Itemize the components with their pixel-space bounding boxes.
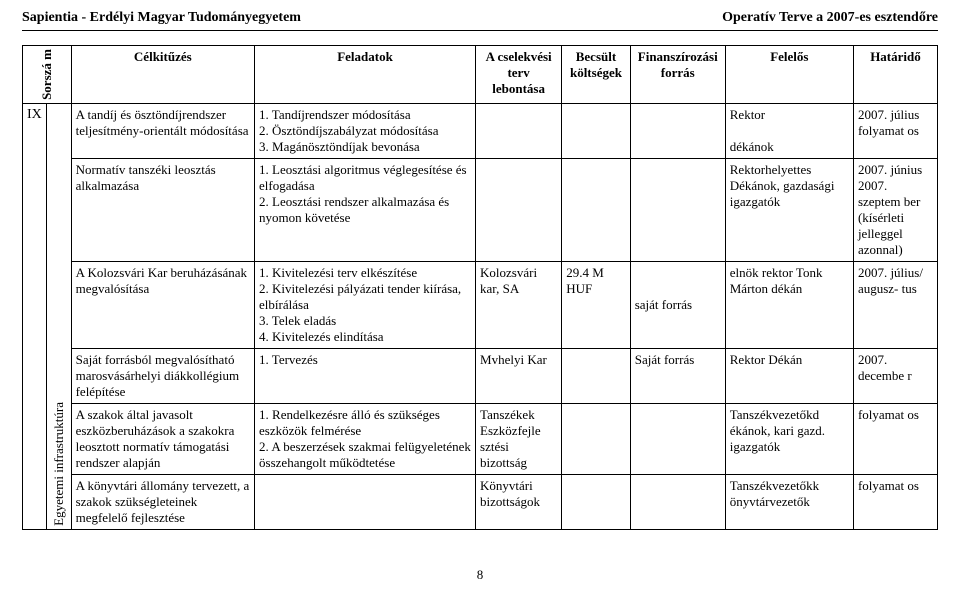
page-header: Sapientia - Erdélyi Magyar Tudományegyet…: [22, 10, 938, 31]
page: Sapientia - Erdélyi Magyar Tudományegyet…: [0, 0, 960, 589]
cell-hatarido: 2007. decembe r: [853, 348, 937, 403]
col-hatarido: Határidő: [853, 46, 937, 104]
cell-celk: A Kolozsvári Kar beruházásának megvalósí…: [71, 261, 254, 348]
cell-hatarido: folyamat os: [853, 474, 937, 529]
cell-hatarido: 2007. június 2007. szeptem ber (kísérlet…: [853, 158, 937, 261]
cell-felelos: Rektor dékánok: [725, 103, 853, 158]
cell-becsult: [562, 103, 631, 158]
col-celkituzes: Célkitűzés: [71, 46, 254, 104]
cell-cselek: [476, 103, 562, 158]
col-finansz: Finanszírozási forrás: [630, 46, 725, 104]
cell-celk: Normatív tanszéki leosztás alkalmazása: [71, 158, 254, 261]
cell-cselek: Tanszékek Eszközfejle sztési bizottság: [476, 403, 562, 474]
section-vertical: Egyetemi infrastruktúra: [47, 103, 71, 529]
col-becsult: Becsült költségek: [562, 46, 631, 104]
cell-becsult: [562, 403, 631, 474]
cell-celk: A szakok által javasolt eszközberuházáso…: [71, 403, 254, 474]
cell-becsult: [562, 158, 631, 261]
col-feladatok: Feladatok: [255, 46, 476, 104]
cell-feladat: 1. Rendelkezésre álló és szükséges eszkö…: [255, 403, 476, 474]
cell-cselek: Mvhelyi Kar: [476, 348, 562, 403]
cell-becsult: [562, 348, 631, 403]
cell-feladat: [255, 474, 476, 529]
cell-cselek: Kolozsvári kar, SA: [476, 261, 562, 348]
page-number: 8: [0, 567, 960, 583]
cell-feladat: 1. Tandíjrendszer módosítása 2. Ösztöndí…: [255, 103, 476, 158]
cell-feladat: 1. Tervezés: [255, 348, 476, 403]
col-felelos: Felelős: [725, 46, 853, 104]
table-row: A szakok által javasolt eszközberuházáso…: [23, 403, 938, 474]
header-right: Operatív Terve a 2007-es esztendőre: [722, 10, 938, 26]
cell-finansz: [630, 403, 725, 474]
cell-feladat: 1. Leosztási algoritmus véglegesítése és…: [255, 158, 476, 261]
col-sorszam: Sorszá m: [23, 46, 72, 104]
col-cselekvesi: A cselekvési terv lebontása: [476, 46, 562, 104]
plan-table: Sorszá m Célkitűzés Feladatok A cselekvé…: [22, 45, 938, 530]
cell-hatarido: folyamat os: [853, 403, 937, 474]
cell-felelos: Tanszékvezetőkk önyvtárvezetők: [725, 474, 853, 529]
table-row: IX Egyetemi infrastruktúra A tandíj és ö…: [23, 103, 938, 158]
cell-felelos: elnök rektor Tonk Márton dékán: [725, 261, 853, 348]
table-row: A könyvtári állomány tervezett, a szakok…: [23, 474, 938, 529]
table-row: A Kolozsvári Kar beruházásának megvalósí…: [23, 261, 938, 348]
section-index: IX: [23, 103, 47, 529]
cell-felelos: Rektorhelyettes Dékánok, gazdasági igazg…: [725, 158, 853, 261]
table-header-row: Sorszá m Célkitűzés Feladatok A cselekvé…: [23, 46, 938, 104]
cell-cselek: [476, 158, 562, 261]
cell-finansz: Saját forrás: [630, 348, 725, 403]
cell-cselek: Könyvtári bizottságok: [476, 474, 562, 529]
cell-hatarido: 2007. július folyamat os: [853, 103, 937, 158]
cell-finansz: [630, 103, 725, 158]
cell-celk: Saját forrásból megvalósítható marosvásá…: [71, 348, 254, 403]
cell-felelos: Rektor Dékán: [725, 348, 853, 403]
cell-becsult: [562, 474, 631, 529]
header-left: Sapientia - Erdélyi Magyar Tudományegyet…: [22, 10, 301, 26]
cell-celk: A tandíj és ösztöndíjrendszer teljesítmé…: [71, 103, 254, 158]
cell-celk: A könyvtári állomány tervezett, a szakok…: [71, 474, 254, 529]
table-row: Normatív tanszéki leosztás alkalmazása 1…: [23, 158, 938, 261]
cell-finansz: [630, 474, 725, 529]
cell-finansz: [630, 158, 725, 261]
cell-hatarido: 2007. július/ augusz- tus: [853, 261, 937, 348]
cell-becsult: 29.4 M HUF: [562, 261, 631, 348]
cell-feladat: 1. Kivitelezési terv elkészítése 2. Kivi…: [255, 261, 476, 348]
cell-felelos: Tanszékvezetőkd ékánok, kari gazd. igazg…: [725, 403, 853, 474]
cell-finansz: saját forrás: [630, 261, 725, 348]
table-row: Saját forrásból megvalósítható marosvásá…: [23, 348, 938, 403]
